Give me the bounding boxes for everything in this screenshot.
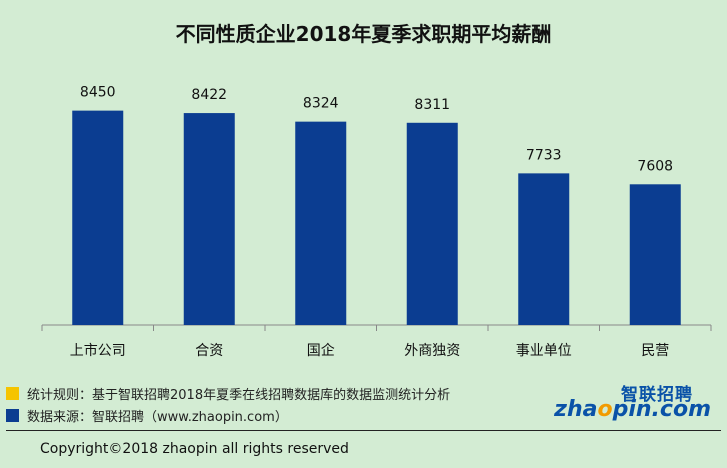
notes: 统计规则：基于智联招聘2018年夏季在线招聘数据库的数据监测统计分析 数据来源：… [6,382,450,426]
chart-title: 不同性质企业2018年夏季求职期平均薪酬 [175,22,552,46]
logo-en-post: pin.com [612,397,711,422]
category-label-4: 事业单位 [516,343,572,359]
bar-1 [183,113,235,325]
note-rule: 统计规则：基于智联招聘2018年夏季在线招聘数据库的数据监测统计分析 [6,382,450,404]
data-label-5: 7608 [637,158,673,174]
logo-en-pre: zha [554,397,598,422]
bar-3 [406,122,458,325]
bar-5 [629,184,681,325]
bar-chart: 8450 上市公司 8422 合资 8324 国企 8311 外商独资 7733 事业单位 7608… [41,85,712,359]
bar-0 [72,110,124,325]
data-label-1: 8422 [191,87,227,103]
data-label-0: 8450 [80,85,116,101]
data-label-3: 8311 [414,97,450,113]
footer-divider [6,430,721,431]
yellow-square-icon [6,386,19,400]
note-source-text: 数据来源：智联招聘（www.zhaopin.com） [27,409,288,425]
copyright-text: Copyright©2018 zhaopin all rights reserv… [40,441,349,457]
logo-chinese: 智联招聘 [621,385,693,405]
data-label-4: 7733 [526,147,562,163]
zhaopin-logo: 智联招聘 zhaopin.com [554,380,713,422]
note-source: 数据来源：智联招聘（www.zhaopin.com） [6,404,450,426]
category-label-2: 国企 [307,342,335,359]
category-label-3: 外商独资 [404,343,460,359]
category-label-1: 合资 [195,343,223,359]
blue-square-icon [6,408,19,422]
bar-2 [295,121,347,326]
category-label-5: 民营 [641,343,669,359]
category-label-0: 上市公司 [70,342,126,359]
logo-en-o: o [597,397,613,422]
note-rule-text: 统计规则：基于智联招聘2018年夏季在线招聘数据库的数据监测统计分析 [27,387,451,403]
logo-english: zhaopin.com [554,397,711,422]
data-label-2: 8324 [303,96,339,112]
bar-4 [518,173,570,325]
